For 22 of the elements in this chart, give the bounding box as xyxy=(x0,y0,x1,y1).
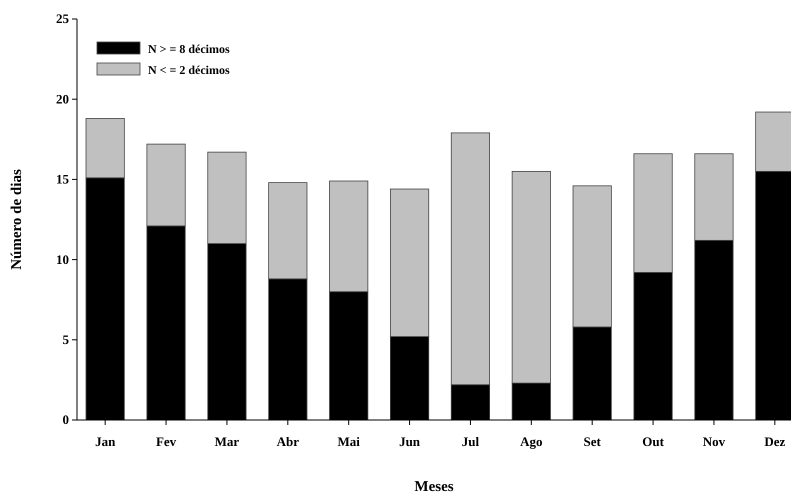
y-tick-label: 10 xyxy=(56,252,69,267)
x-tick-label: Jul xyxy=(462,434,480,449)
y-tick-label: 25 xyxy=(56,11,70,26)
legend-label: N < = 2 décimos xyxy=(148,63,230,77)
x-tick-label: Mar xyxy=(214,434,240,449)
x-tick-label: Nov xyxy=(702,434,726,449)
x-tick-label: Fev xyxy=(156,434,177,449)
x-tick-label: Out xyxy=(642,434,665,449)
x-tick-label: Set xyxy=(584,434,602,449)
x-axis-title: Meses xyxy=(414,479,454,495)
y-axis-title: Número de dias xyxy=(9,169,25,270)
y-tick-label: 20 xyxy=(56,91,69,106)
y-tick-label: 0 xyxy=(62,412,69,428)
y-tick-label: 15 xyxy=(56,172,70,187)
y-tick-label: 5 xyxy=(62,332,70,347)
x-tick-label: Abr xyxy=(276,434,300,449)
x-tick-label: Jan xyxy=(95,434,116,449)
x-tick-label: Ago xyxy=(520,434,543,449)
x-tick-label: Mai xyxy=(337,434,360,449)
legend-label: N > = 8 décimos xyxy=(148,42,230,56)
x-tick-label: Jun xyxy=(399,434,421,449)
x-tick-label: Dez xyxy=(764,434,786,449)
